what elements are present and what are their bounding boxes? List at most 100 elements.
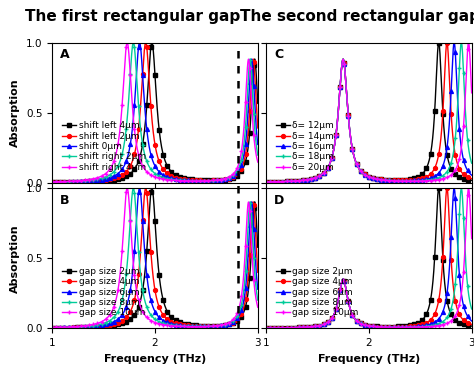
δ= 16μm [469,173,474,177]
gap size 6μm [463,310,468,315]
gap size 8μm [149,314,155,319]
shift left 2μm [49,180,55,184]
shift 0μm [249,58,255,62]
gap size 4μm [469,322,474,327]
Text: D: D [274,194,284,207]
gap size 10μm [49,325,55,330]
shift left 2μm [149,120,155,125]
δ= 16μm [463,164,468,169]
shift right 2μm [211,178,217,183]
gap size 8μm [469,307,474,311]
Line: gap size 10μm: gap size 10μm [264,186,474,330]
gap size 6μm [273,326,279,330]
shift left 4μm [149,41,155,45]
δ= 12μm [469,178,474,183]
shift 0μm [60,180,65,184]
δ= 16μm [358,168,364,173]
shift left 2μm [249,67,255,72]
Text: The first rectangular gap: The first rectangular gap [25,9,240,24]
gap size 2μm [249,241,255,246]
gap size 10μm [363,323,369,328]
gap size 8μm [463,261,469,265]
gap size 8μm [49,325,55,330]
gap size 2μm [144,250,149,255]
gap size 4μm [211,324,217,328]
gap size 4μm [144,191,150,195]
gap size 6μm [211,324,217,328]
Line: shift left 4μm: shift left 4μm [50,41,260,184]
δ= 14μm [463,174,468,178]
gap size 8μm [60,325,65,329]
gap size 2μm [469,324,474,328]
Y-axis label: Absorption: Absorption [10,224,20,293]
gap size 2μm [463,323,469,327]
shift right 4μm [249,107,255,111]
δ= 12μm [463,177,468,181]
gap size 8μm [211,324,217,328]
Line: gap size 8μm: gap size 8μm [264,186,474,330]
shift left 4μm [211,178,217,183]
Line: gap size 4μm: gap size 4μm [264,186,474,330]
Line: gap size 4μm: gap size 4μm [50,186,260,330]
shift left 4μm [60,180,65,184]
Line: δ= 20μm: δ= 20μm [264,41,474,184]
gap size 4μm [249,212,255,216]
shift left 4μm [249,97,255,102]
gap size 6μm [249,200,255,204]
gap size 8μm [425,324,431,328]
Line: shift right 4μm: shift right 4μm [50,41,260,184]
δ= 12μm [463,177,469,181]
shift right 2μm [130,40,136,45]
X-axis label: Frequency (THz): Frequency (THz) [104,354,206,364]
Text: B: B [60,194,70,207]
Line: gap size 6μm: gap size 6μm [264,186,474,330]
gap size 8μm [130,186,136,191]
gap size 2μm [255,245,261,250]
Line: shift right 2μm: shift right 2μm [50,41,260,184]
gap size 10μm [465,186,471,191]
shift right 2μm [149,169,155,173]
Line: δ= 18μm: δ= 18μm [264,41,474,184]
Legend: δ= 12μm, δ= 14μm, δ= 16μm, δ= 18μm, δ= 20μm: δ= 12μm, δ= 14μm, δ= 16μm, δ= 18μm, δ= 2… [273,118,338,175]
gap size 2μm [149,186,155,191]
gap size 4μm [463,320,469,324]
gap size 8μm [144,305,150,309]
gap size 6μm [149,303,155,307]
shift 0μm [211,178,217,183]
δ= 18μm [263,180,269,184]
gap size 4μm [358,321,364,326]
gap size 8μm [273,326,279,330]
shift 0μm [249,57,255,62]
gap size 8μm [249,221,255,225]
gap size 2μm [249,239,255,244]
δ= 14μm [469,177,474,181]
δ= 16μm [425,177,431,181]
gap size 2μm [211,324,217,328]
δ= 14μm [263,180,269,184]
Line: δ= 14μm: δ= 14μm [264,41,474,184]
gap size 2μm [60,325,65,330]
shift left 2μm [211,178,217,183]
δ= 20μm [463,89,468,93]
gap size 6μm [358,321,364,326]
δ= 12μm [263,180,269,184]
δ= 14μm [425,174,431,178]
shift right 4μm [249,105,255,109]
gap size 6μm [425,322,431,327]
gap size 8μm [255,298,261,302]
gap size 4μm [444,186,450,191]
shift right 4μm [49,180,55,184]
shift left 2μm [143,40,148,45]
gap size 8μm [363,323,369,328]
δ= 20μm [273,180,279,184]
gap size 2μm [49,326,55,330]
δ= 14μm [363,173,369,177]
gap size 10μm [463,232,468,237]
shift right 2μm [60,180,65,184]
δ= 12μm [436,40,441,45]
Line: shift 0μm: shift 0μm [50,41,260,184]
δ= 20μm [263,180,269,184]
δ= 20μm [469,91,474,95]
shift left 4μm [144,104,149,109]
gap size 10μm [273,326,279,330]
